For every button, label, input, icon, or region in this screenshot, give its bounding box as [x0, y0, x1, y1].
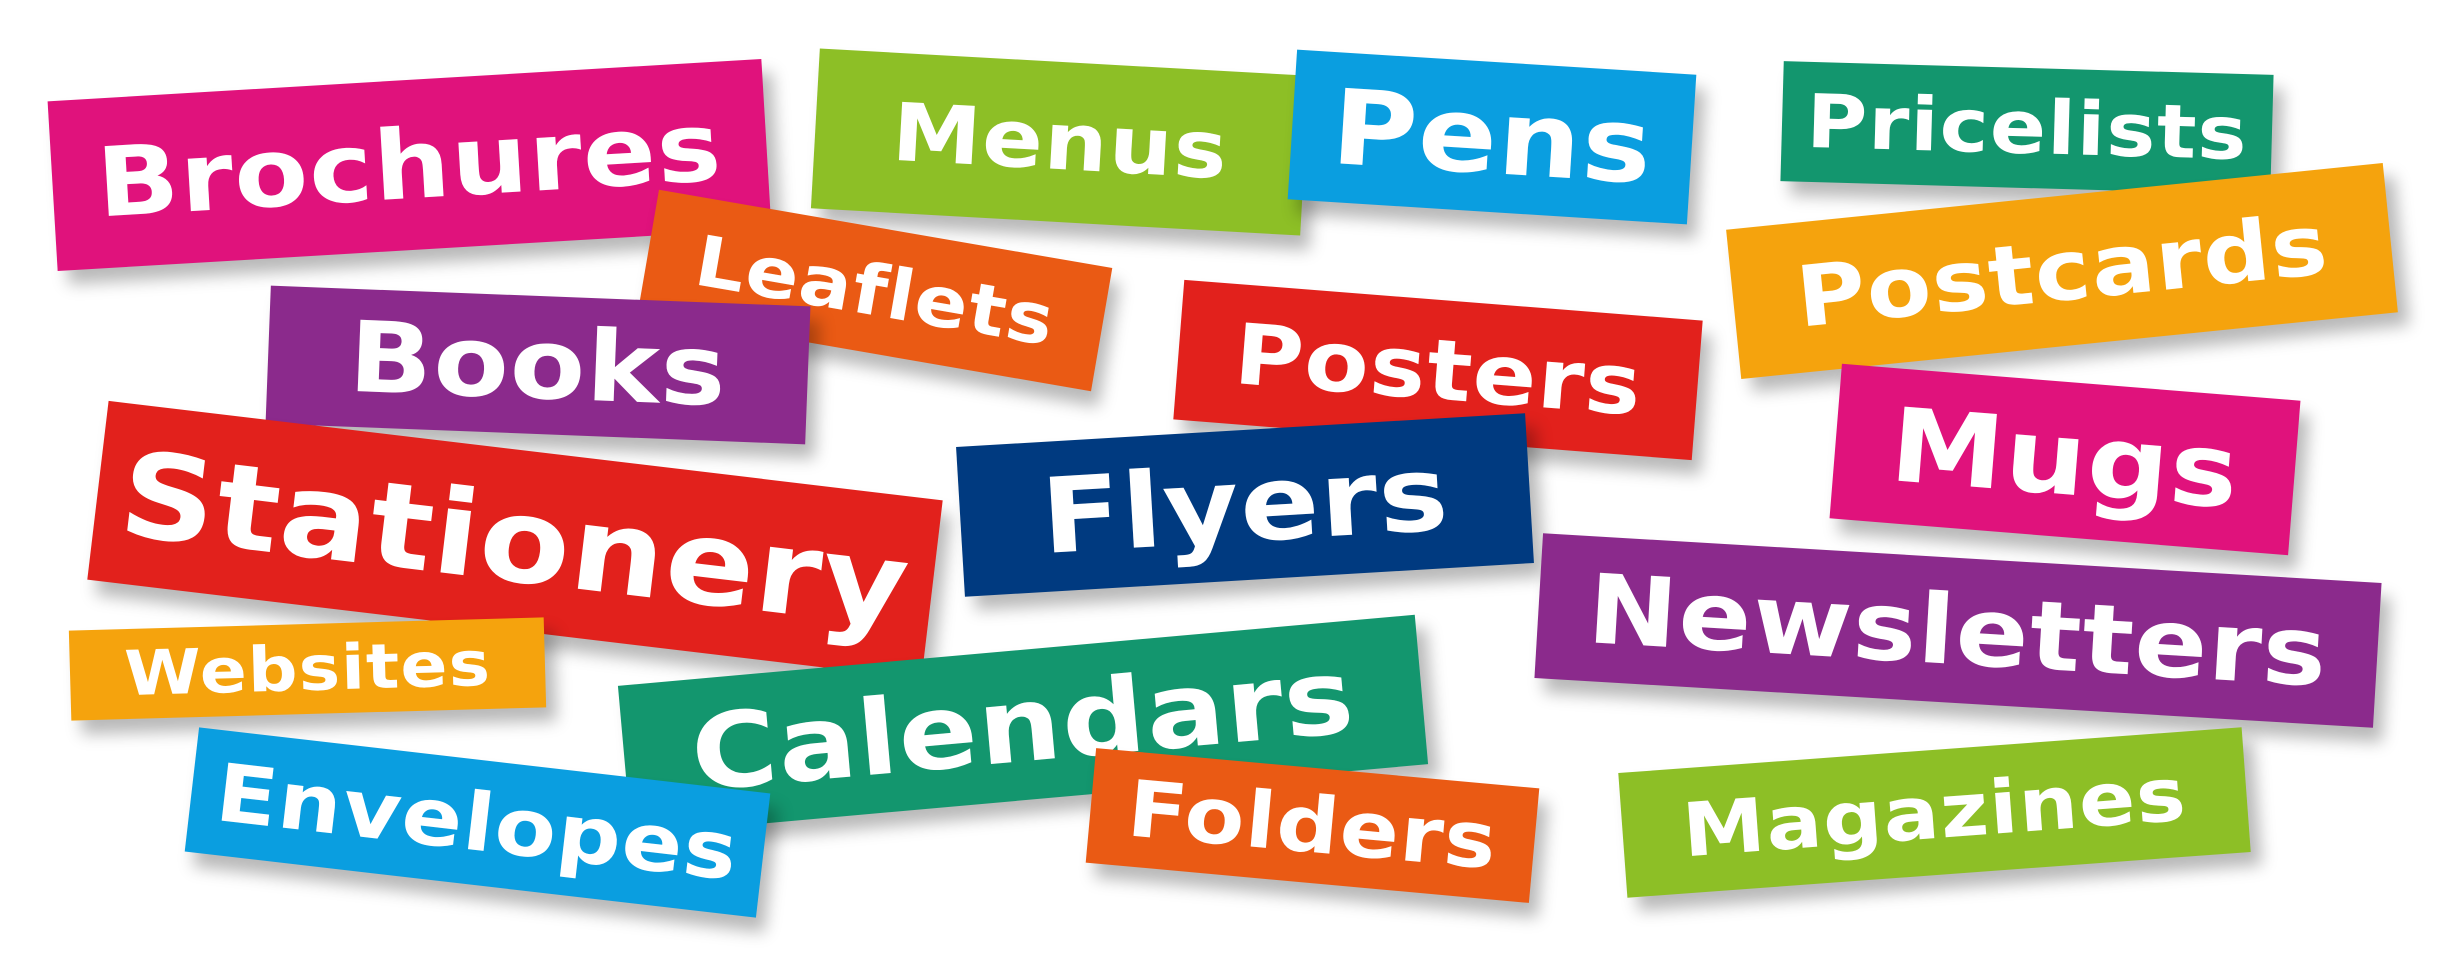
tag-postcards: Postcards: [1726, 163, 2398, 379]
tag-pens: Pens: [1287, 49, 1697, 225]
tag-websites: Websites: [68, 617, 547, 721]
tag-label: Newsletters: [1584, 552, 2332, 709]
tag-pricelists: Pricelists: [1780, 61, 2274, 195]
tag-label: Postcards: [1791, 195, 2333, 347]
tag-label: Folders: [1123, 763, 1502, 888]
tag-mugs: Mugs: [1829, 363, 2301, 556]
tag-label: Stationery: [113, 424, 917, 656]
tag-label: Websites: [123, 626, 492, 711]
tag-label: Posters: [1230, 305, 1646, 435]
tag-magazines: Magazines: [1618, 727, 2251, 898]
tag-menus: Menus: [810, 48, 1310, 236]
tag-flyers: Flyers: [956, 413, 1534, 597]
tag-label: Mugs: [1886, 385, 2244, 533]
tag-newsletters: Newsletters: [1534, 533, 2382, 728]
tag-folders: Folders: [1085, 748, 1540, 903]
tag-label: Magazines: [1679, 751, 2190, 874]
tag-label: Menus: [889, 85, 1231, 198]
tag-label: Books: [346, 300, 730, 430]
tag-label: Pens: [1327, 66, 1657, 208]
tag-books: Books: [265, 285, 811, 445]
tag-label: Brochures: [93, 90, 726, 240]
tag-label: Pricelists: [1805, 78, 2249, 178]
tag-label: Flyers: [1037, 432, 1453, 578]
